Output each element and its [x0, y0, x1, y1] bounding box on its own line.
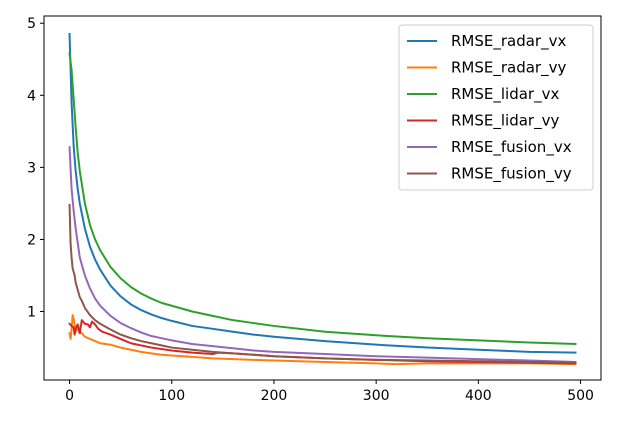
- legend-label: RMSE_fusion_vx: [451, 138, 572, 157]
- legend-label: RMSE_fusion_vy: [451, 165, 572, 184]
- plot-lines: [68, 32, 577, 366]
- x-axis: 0 100 200 300 400 500: [65, 380, 594, 404]
- y-axis: 1 2 3 4 5: [27, 16, 44, 321]
- y-tick-label: 2: [27, 232, 36, 248]
- legend-box: [398, 24, 594, 191]
- x-tick-label: 100: [158, 388, 185, 404]
- series-line-rmse-fusion-vy: [68, 203, 577, 364]
- y-tick-label: 3: [27, 160, 36, 176]
- plot-frame: [43, 15, 602, 381]
- x-tick-label: 200: [261, 388, 288, 404]
- x-tick-label: 400: [465, 388, 492, 404]
- series-line-rmse-fusion-vx: [68, 146, 577, 364]
- x-tick-label: 500: [567, 388, 594, 404]
- x-tick-label: 0: [65, 388, 74, 404]
- series-line-rmse-radar-vx: [68, 32, 577, 354]
- legend-label: RMSE_lidar_vx: [451, 85, 559, 104]
- legend-label: RMSE_lidar_vy: [451, 112, 559, 131]
- y-tick-label: 1: [27, 305, 36, 321]
- y-tick-label: 5: [27, 16, 36, 32]
- legend-label: RMSE_radar_vx: [451, 32, 566, 51]
- series-line-rmse-lidar-vx: [68, 52, 577, 345]
- y-tick-label: 4: [27, 88, 36, 104]
- legend: RMSE_radar_vx RMSE_radar_vy RMSE_lidar_vx R…: [398, 24, 594, 191]
- legend-label: RMSE_radar_vy: [451, 59, 566, 78]
- x-tick-label: 300: [363, 388, 390, 404]
